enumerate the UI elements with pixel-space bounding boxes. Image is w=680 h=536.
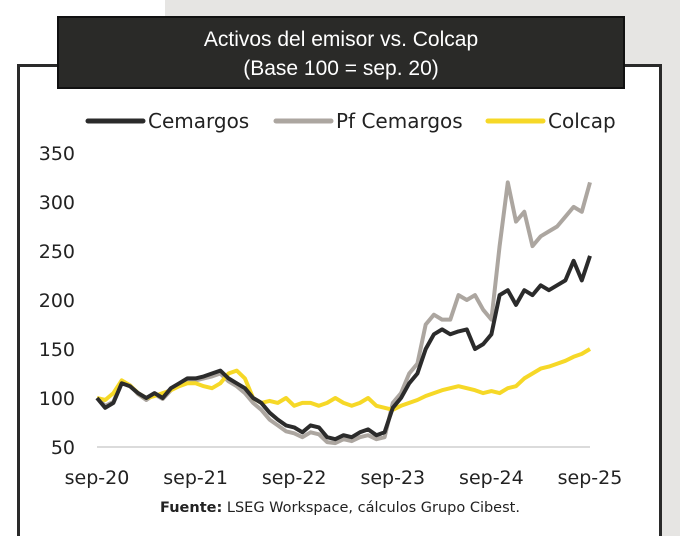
- x-tick-label: sep-22: [262, 467, 327, 489]
- y-tick-label: 50: [51, 437, 75, 459]
- legend-label: Pf Cemargos: [336, 109, 463, 133]
- x-tick-label: sep-21: [163, 467, 228, 489]
- y-tick-label: 100: [39, 388, 75, 410]
- chart-frame: [17, 64, 662, 536]
- x-tick-label: sep-23: [360, 467, 425, 489]
- series-line-colcap: [96, 347, 592, 412]
- title-line-2: (Base 100 = sep. 20): [243, 57, 439, 80]
- source-note: Fuente: LSEG Workspace, cálculos Grupo C…: [0, 500, 680, 516]
- y-tick-label: 300: [39, 192, 75, 214]
- title-line-1: Activos del emisor vs. Colcap: [203, 28, 479, 51]
- series-line-cemargos: [95, 255, 592, 442]
- y-tick-label: 150: [39, 339, 75, 361]
- source-label: Fuente:: [160, 500, 223, 516]
- chart-title: Activos del emisor vs. Colcap (Base 100 …: [57, 16, 625, 89]
- legend-label: Colcap: [548, 109, 616, 133]
- y-tick-label: 200: [39, 290, 75, 312]
- y-tick-label: 250: [39, 241, 75, 263]
- y-tick-label: 350: [39, 143, 75, 165]
- source-text: LSEG Workspace, cálculos Grupo Cibest.: [222, 500, 520, 516]
- x-tick-label: sep-25: [558, 467, 623, 489]
- legend-label: Cemargos: [148, 109, 249, 133]
- x-tick-label: sep-24: [459, 467, 524, 489]
- x-tick-label: sep-20: [65, 467, 130, 489]
